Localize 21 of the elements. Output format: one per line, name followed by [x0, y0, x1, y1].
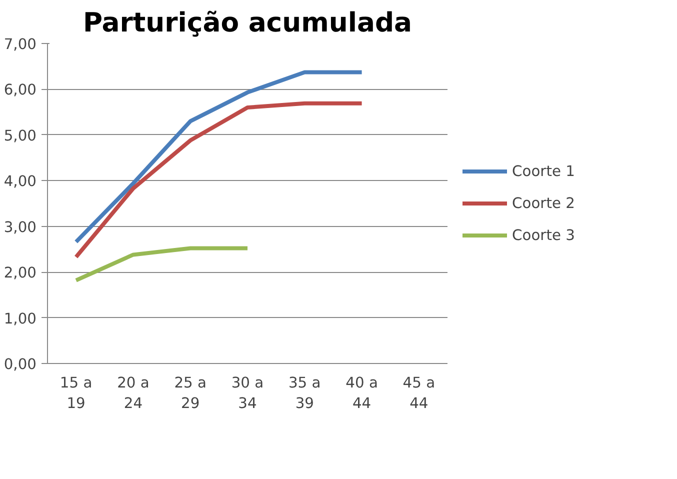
legend-label: Coorte 2: [512, 194, 575, 212]
x-tick-label: 35 a 39: [288, 374, 321, 412]
legend-label: Coorte 1: [512, 162, 575, 180]
y-tick-label: 7,00: [4, 36, 37, 53]
legend-label: Coorte 3: [512, 226, 575, 244]
y-tick-label: 5,00: [4, 127, 37, 144]
y-tick-label: 3,00: [4, 218, 37, 236]
x-tick-label: 30 a 34: [231, 374, 264, 412]
y-tick-label: 1,00: [4, 310, 37, 328]
x-tick-label: 15 a 19: [60, 374, 92, 412]
x-tick-label: 25 a 29: [174, 374, 207, 412]
x-tick-label: 40 a 44: [346, 374, 378, 412]
line-series: [74, 70, 364, 244]
y-tick-label: 0,00: [4, 356, 37, 373]
y-tick-label: 6,00: [4, 82, 37, 99]
chart-title: Parturição acumulada: [82, 8, 412, 38]
x-tick-label: 20 a 24: [117, 374, 150, 412]
x-tick-label: 45 a 44: [402, 374, 436, 412]
line-series: [74, 101, 364, 259]
y-tick-label: 2,00: [4, 264, 37, 282]
y-tick-label: 4,00: [4, 173, 37, 190]
